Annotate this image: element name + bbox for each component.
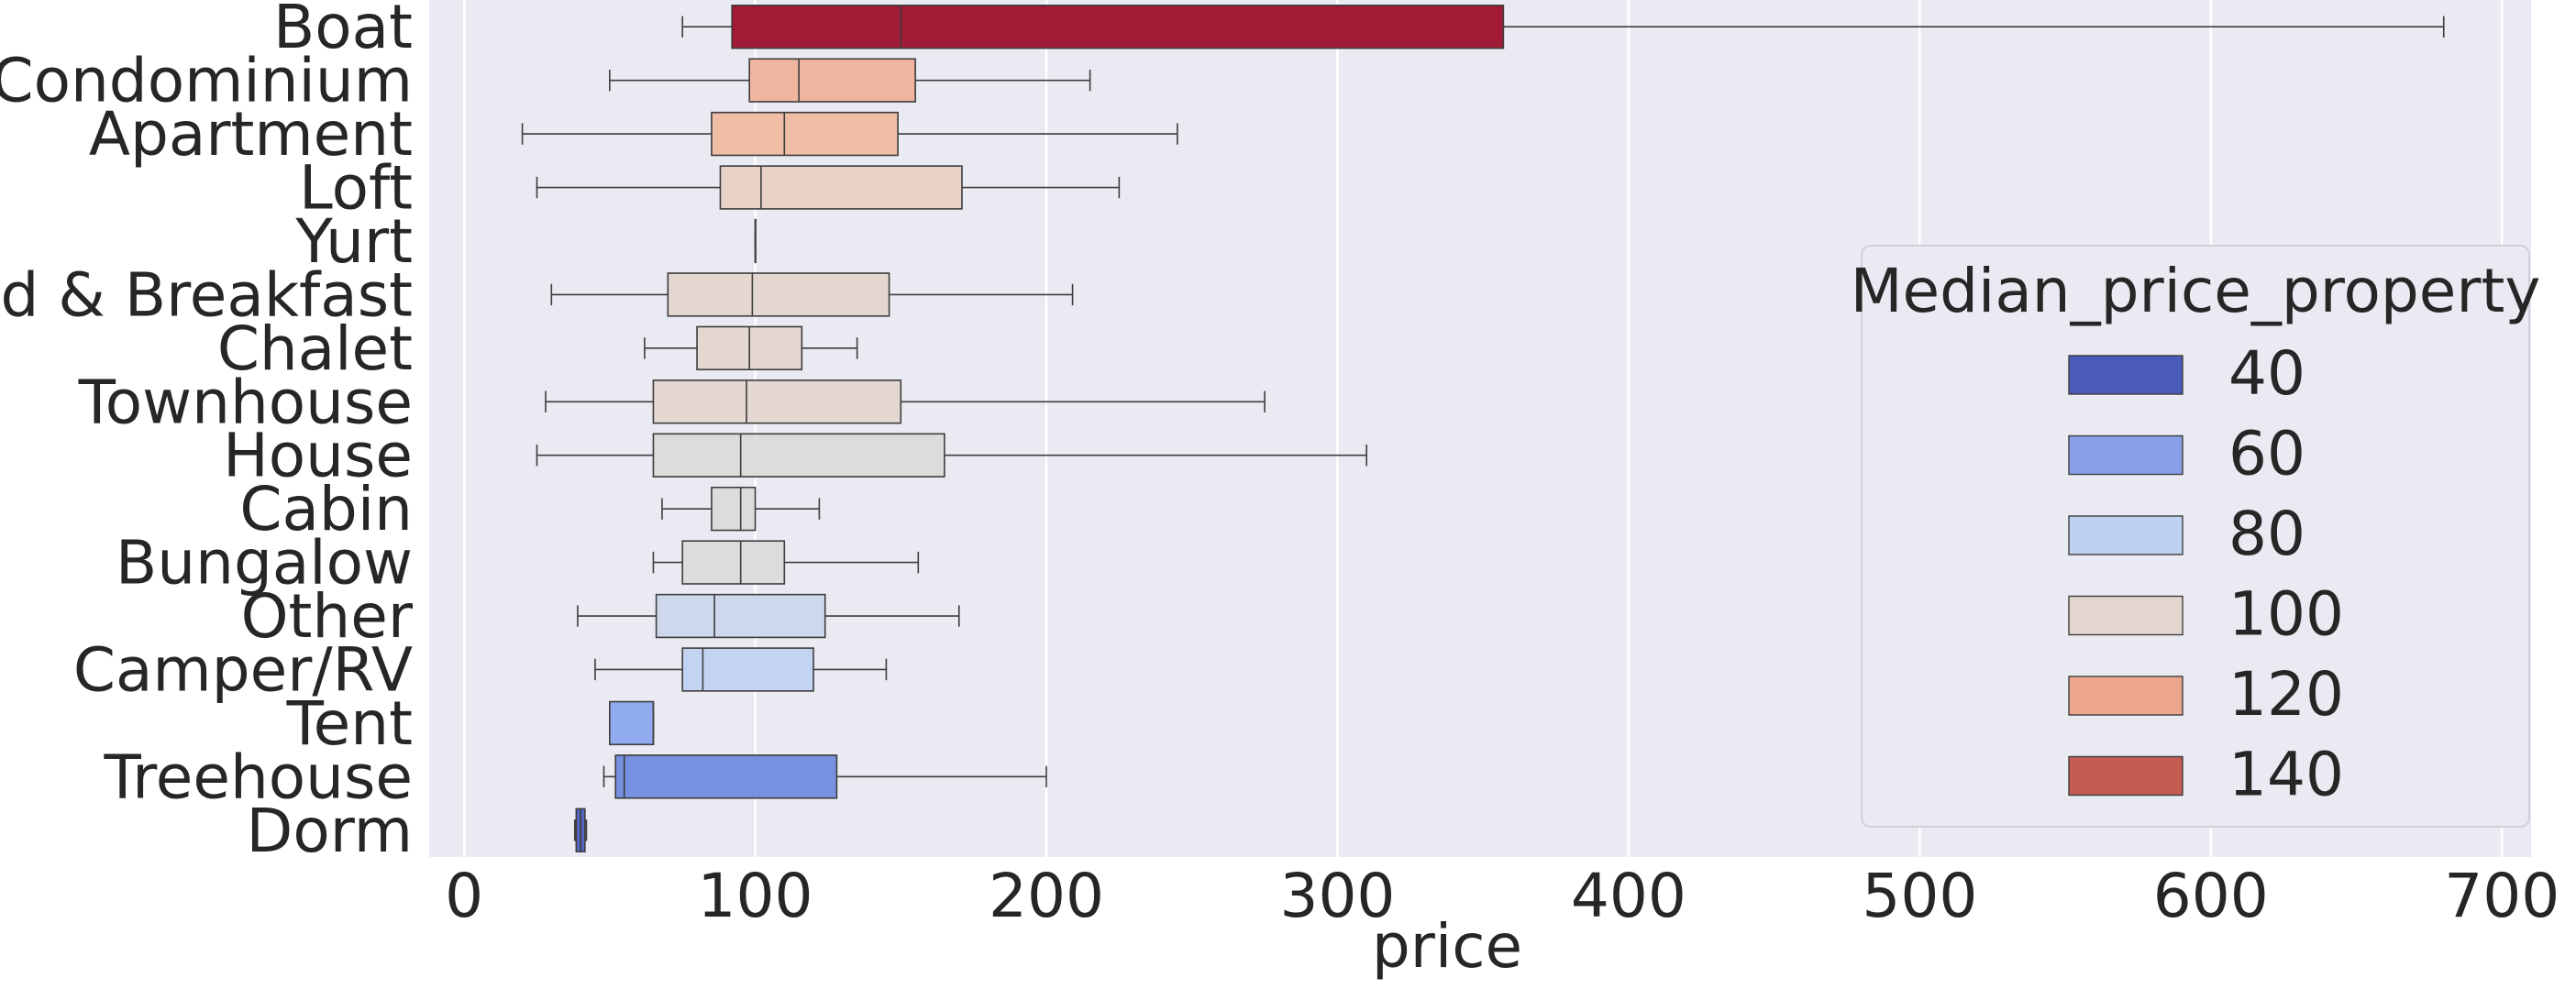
y-tick-label: House: [223, 421, 413, 491]
x-tick-label: 300: [1279, 861, 1395, 931]
y-tick-label: Bungalow: [116, 528, 413, 599]
box-yurt: [754, 218, 757, 264]
y-tick-label: Tent: [286, 688, 413, 759]
y-tick-label: Townhouse: [78, 367, 413, 437]
y-tick-label: Chalet: [217, 313, 413, 384]
x-axis-title: price: [1372, 911, 1522, 982]
x-tick-label: 0: [445, 861, 483, 931]
x-tick-label: 400: [1571, 861, 1686, 931]
y-tick-label: Loft: [299, 153, 413, 224]
box-iqr: [681, 540, 786, 585]
box-house: [536, 433, 1367, 478]
legend-entries: 40 60 80 100 120 140: [2068, 338, 2344, 810]
y-tick-label: Cabin: [239, 474, 413, 544]
box-bed-breakfast: [550, 272, 1074, 317]
box-iqr: [719, 165, 963, 210]
legend-label: 80: [2228, 499, 2305, 569]
box-other: [577, 593, 960, 639]
box-iqr: [652, 379, 902, 424]
y-tick-label: Apartment: [89, 99, 413, 170]
legend-label: 40: [2228, 338, 2305, 409]
y-tick-label: Boat: [273, 0, 413, 62]
legend-swatch: [2068, 434, 2184, 476]
legend-swatch: [2068, 595, 2184, 636]
y-tick-label: Condominium: [0, 46, 413, 116]
box-iqr: [609, 700, 655, 746]
box-bungalow: [652, 540, 920, 585]
x-tick-label: 700: [2444, 861, 2559, 931]
box-chalet: [644, 325, 858, 371]
legend: Median_price_property 40 60 80 100 120 140: [1851, 245, 2541, 828]
box-iqr: [711, 486, 757, 532]
box-cabin: [661, 486, 821, 532]
box-townhouse: [545, 379, 1266, 424]
legend-label: 60: [2228, 419, 2305, 489]
box-iqr: [681, 647, 814, 692]
box-boat: [681, 5, 2445, 49]
box-iqr: [614, 754, 838, 799]
legend-label: 100: [2228, 579, 2344, 650]
legend-swatch: [2068, 755, 2184, 797]
box-apartment: [521, 111, 1178, 157]
y-tick-label: Other: [241, 581, 414, 652]
y-tick-label: Dorm: [247, 796, 413, 866]
y-tick-label: Treehouse: [103, 742, 413, 812]
y-tick-label: Bed & Breakfast: [0, 259, 413, 330]
box-iqr: [731, 5, 1505, 49]
legend-frame: [1861, 245, 2530, 828]
box-iqr: [667, 272, 890, 317]
box-loft: [536, 165, 1121, 210]
y-tick-label: Camper/RV: [73, 634, 413, 705]
x-tick-labels: 0 100 200 300 400 500 600 700: [445, 861, 2559, 931]
box-iqr: [711, 111, 899, 157]
box-treehouse: [603, 754, 1047, 799]
x-tick-label: 100: [698, 861, 813, 931]
box-tent: [609, 700, 655, 746]
legend-label: 120: [2228, 659, 2344, 730]
legend-label: 140: [2228, 740, 2344, 810]
x-tick-label: 600: [2153, 861, 2269, 931]
box-iqr: [655, 593, 826, 639]
box-camper-rv: [594, 647, 888, 692]
box-iqr: [652, 433, 945, 478]
box-dorm: [573, 808, 588, 852]
box-iqr: [748, 58, 916, 103]
x-tick-label: 200: [989, 861, 1104, 931]
y-tick-label: Yurt: [294, 206, 413, 277]
x-tick-label: 500: [1862, 861, 1977, 931]
legend-swatch: [2068, 515, 2184, 555]
y-tick-labels: BoatCondominiumApartmentLoftYurtBed & Br…: [0, 0, 414, 866]
box-condominium: [609, 58, 1091, 103]
legend-swatch: [2068, 355, 2184, 395]
box-series: [521, 5, 2445, 852]
legend-swatch: [2068, 676, 2184, 716]
legend-title: Median_price_property: [1851, 256, 2541, 326]
